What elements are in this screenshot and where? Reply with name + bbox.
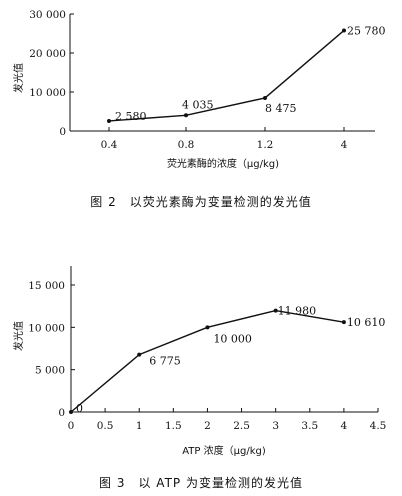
chart1-point: [263, 95, 267, 100]
chart2-y-tick-label: 0: [58, 407, 65, 419]
chart2-x-tick-label: 0.5: [97, 420, 114, 432]
chart2-x-tick-label: 4: [341, 420, 348, 432]
chart2-point: [273, 308, 278, 313]
chart1-point: [107, 118, 111, 123]
chart2-y-tick-label: 15 000: [28, 280, 65, 292]
chart2-y-tick-label: 5 000: [35, 365, 65, 377]
chart1-x-tick-label: 4: [341, 139, 348, 151]
chart2-x-tick-label: 1.5: [165, 420, 182, 432]
chart2-data-label: 10 610: [347, 316, 386, 329]
chart1-data-label: 2 580: [115, 110, 147, 123]
chart2-data-label: 11 980: [278, 305, 317, 318]
chart1-y-tick-label: 0: [59, 126, 66, 138]
chart1-x-tick-label: 1.2: [257, 139, 274, 151]
chart1-y-tick-label: 10 000: [29, 87, 66, 99]
chart1-y-axis-label: 发光值: [12, 63, 25, 93]
chart1-x-axis-label: 荧光素酶的浓度（μg/kg): [167, 157, 279, 170]
chart2-y-tick-label: 10 000: [28, 322, 65, 334]
chart2-point: [137, 352, 142, 357]
chart2-data-label: 10 000: [213, 332, 252, 345]
figure-3-caption: 图 3 以 ATP 为变量检测的发光值: [99, 476, 303, 490]
chart1-y-tick-label: 20 000: [29, 48, 66, 60]
chart2-x-tick-label: 3.5: [301, 420, 318, 432]
chart2-point: [69, 410, 73, 414]
chart2-x-tick-label: 2: [204, 420, 211, 432]
chart2-x-tick-label: 2.5: [233, 420, 250, 432]
chart1-data-label: 8 475: [265, 102, 297, 115]
chart2-point: [205, 325, 210, 330]
chart1-x-tick-label: 0.8: [178, 139, 195, 151]
chart2-x-axis-label: ATP 浓度（μg/kg): [182, 444, 266, 457]
figure-2-caption: 图 2 以荧光素酶为变量检测的发光值: [90, 195, 312, 209]
chart2-x-tick-label: 4.5: [370, 420, 387, 432]
chart2-x-tick-label: 1: [136, 420, 143, 432]
chart2-x-tick-label: 0: [68, 420, 75, 432]
chart1-x-tick-label: 0.4: [101, 139, 118, 151]
chart1-point: [342, 28, 346, 33]
chart1-data-label: 4 035: [182, 98, 214, 111]
chart2-point: [341, 320, 346, 325]
chart1-data-label: 25 780: [347, 24, 386, 37]
chart1-series-line: [108, 29, 345, 122]
chart1-y-tick-label: 30 000: [29, 9, 66, 21]
chart2-data-label: 0: [76, 402, 83, 415]
chart1-point: [184, 113, 188, 118]
chart2-data-label: 6 775: [149, 355, 181, 368]
chart2-x-tick-label: 3: [272, 420, 279, 432]
chart2-y-axis-label: 发光值: [12, 321, 25, 351]
